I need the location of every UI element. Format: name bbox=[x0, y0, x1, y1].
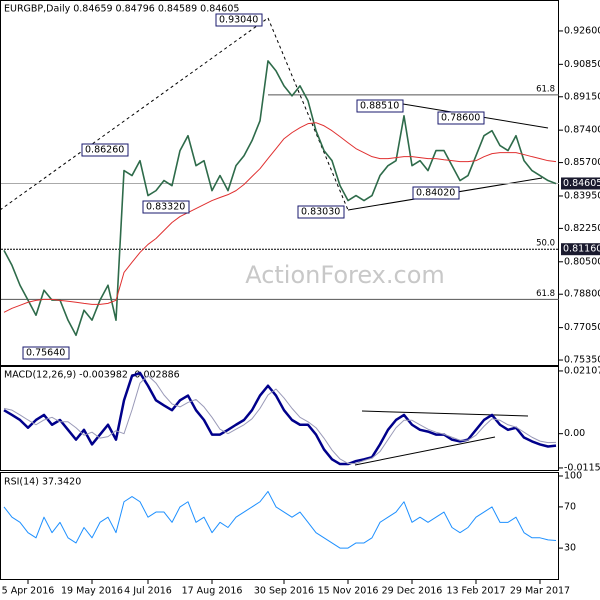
x-tick-label: 13 Feb 2017 bbox=[446, 586, 505, 597]
x-tick-label: 4 Jul 2016 bbox=[124, 586, 172, 597]
annotation-label: 0.93040 bbox=[219, 15, 258, 26]
trend-line bbox=[0, 17, 269, 211]
y-tick-label: 0.021074 bbox=[564, 365, 600, 376]
chart-title: EURGBP,Daily 0.84659 0.84796 0.84589 0.8… bbox=[4, 4, 239, 15]
level-label: 61.8 bbox=[536, 289, 555, 299]
price-label: 0.84605 bbox=[563, 178, 600, 189]
rsi-title: RSI(14) 37.3420 bbox=[4, 477, 81, 488]
annotation-label: 0.88510 bbox=[360, 101, 399, 112]
x-tick-label: 5 Apr 2016 bbox=[2, 586, 55, 597]
y-tick-label: 0.83950 bbox=[564, 190, 600, 201]
macd-trend-line bbox=[354, 436, 496, 466]
annotation-box bbox=[437, 111, 485, 125]
annotation-box bbox=[215, 13, 263, 27]
y-tick-label: 0.77050 bbox=[564, 322, 600, 333]
annotation-box bbox=[412, 186, 460, 200]
x-tick-label: 29 Mar 2017 bbox=[510, 586, 570, 597]
series-line bbox=[3, 490, 557, 549]
x-tick-label: 15 Nov 2016 bbox=[318, 586, 379, 597]
level-label: 50.0 bbox=[536, 239, 555, 249]
y-tick-label: 0.89150 bbox=[564, 91, 600, 102]
y-tick-label: 0.82250 bbox=[564, 223, 600, 234]
annotation-label: 0.84020 bbox=[416, 188, 455, 199]
price-label-box bbox=[561, 243, 600, 256]
series-line bbox=[3, 60, 557, 337]
annotation-box bbox=[22, 346, 70, 360]
annotation-label: 0.83030 bbox=[301, 207, 340, 218]
macd-trend-line bbox=[361, 410, 529, 417]
price-label: 0.81160 bbox=[563, 244, 600, 255]
y-tick-label: 0.80500 bbox=[564, 256, 600, 267]
annotation-label: 0.75640 bbox=[26, 348, 65, 359]
price-label-box bbox=[561, 177, 600, 190]
x-tick-label: 29 Dec 2016 bbox=[382, 586, 443, 597]
x-tick-label: 17 Aug 2016 bbox=[182, 586, 243, 597]
level-label: 61.8 bbox=[536, 84, 555, 94]
x-tick-label: 19 May 2016 bbox=[61, 586, 123, 597]
y-tick-label: 100 bbox=[564, 471, 582, 482]
y-tick-label: 0.87400 bbox=[564, 125, 600, 136]
annotation-box bbox=[356, 99, 404, 113]
y-tick-label: 0.00 bbox=[564, 428, 585, 439]
annotation-label: 0.78600 bbox=[441, 113, 480, 124]
annotation-box bbox=[142, 200, 190, 214]
annotation-box bbox=[81, 143, 129, 157]
annotation-box bbox=[297, 205, 345, 219]
y-tick-label: 0.75350 bbox=[564, 355, 600, 366]
y-tick-label: 0.85700 bbox=[564, 157, 600, 168]
watermark: ActionForex.com bbox=[245, 261, 445, 289]
annotation-label: 0.86260 bbox=[85, 145, 124, 156]
trend-line bbox=[267, 17, 349, 211]
y-tick-label: 30 bbox=[564, 543, 576, 554]
y-tick-label: 0.92600 bbox=[564, 25, 600, 36]
series-line bbox=[3, 375, 557, 464]
rsi-panel bbox=[0, 472, 559, 580]
x-tick-label: 30 Sep 2016 bbox=[254, 586, 314, 597]
series-line bbox=[3, 122, 557, 313]
macd-title: MACD(12,26,9) -0.003982 -0.002886 bbox=[4, 370, 180, 381]
macd-panel bbox=[0, 366, 559, 471]
y-tick-label: 0.90850 bbox=[564, 59, 600, 70]
annotation-label: 0.83320 bbox=[146, 202, 185, 213]
y-tick-label: -0.011507 bbox=[564, 462, 600, 473]
y-tick-label: 0.78800 bbox=[564, 289, 600, 300]
y-tick-label: 70 bbox=[564, 501, 576, 512]
